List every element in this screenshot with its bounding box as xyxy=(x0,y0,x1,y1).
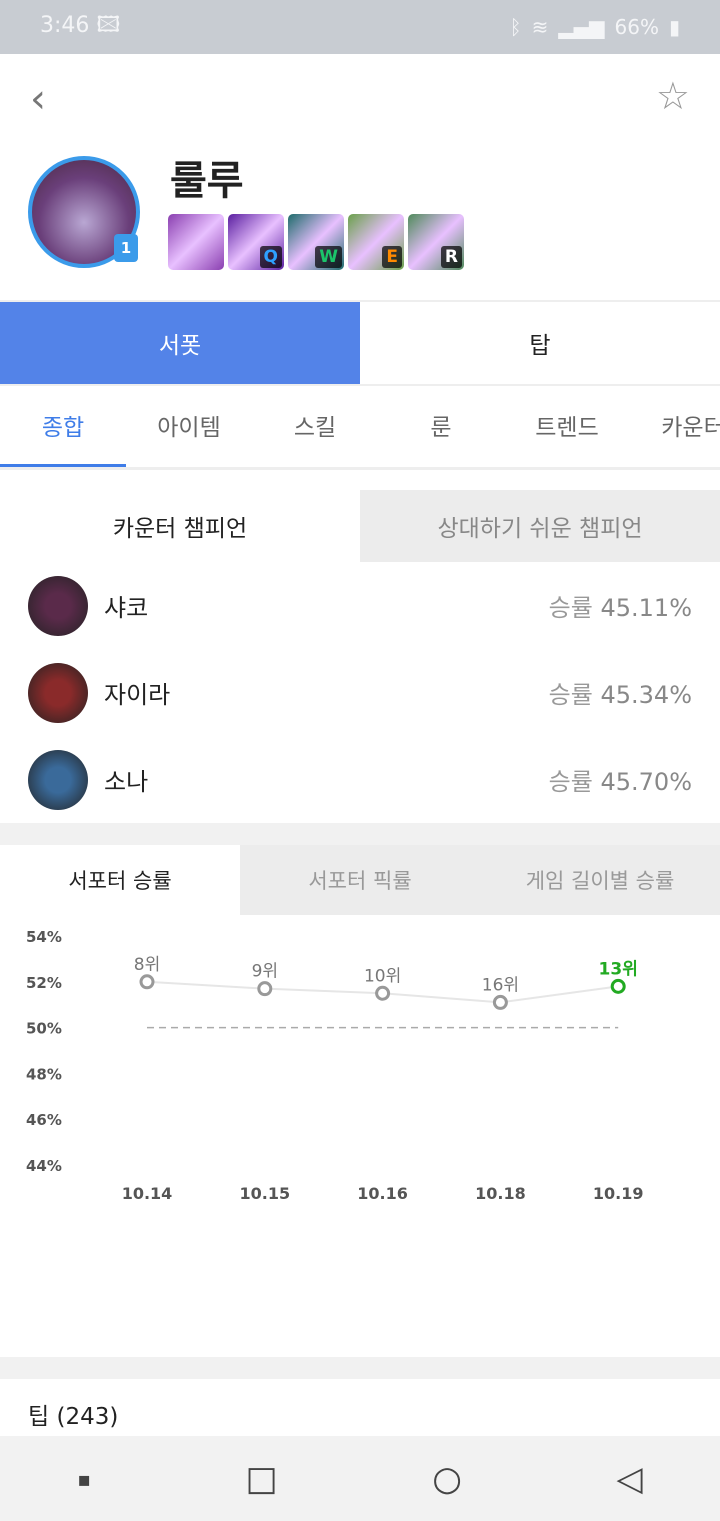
bluetooth-icon: ᛒ xyxy=(509,15,522,39)
rank-label: 8위 xyxy=(134,955,160,975)
tab-runes[interactable]: 룬 xyxy=(430,415,452,441)
y-tick-label: 50% xyxy=(26,1020,62,1038)
recent-apps-button[interactable]: ▪ xyxy=(77,1466,91,1491)
rank-label: 10위 xyxy=(364,966,401,986)
counter-name: 샤코 xyxy=(104,594,149,622)
back-button[interactable]: ‹ xyxy=(30,76,46,122)
data-point xyxy=(375,985,391,1001)
rank-label: 13위 xyxy=(599,959,638,979)
counter-row[interactable]: 소나 승률 45.70% xyxy=(0,736,720,823)
x-tick-label: 10.18 xyxy=(475,1184,526,1203)
status-bar: 3:46 🖾 ᛒ ≋ ▂▄▆ 66% ▮ xyxy=(0,0,720,54)
level-badge: 1 xyxy=(114,234,138,262)
battery-icon: ▮ xyxy=(668,15,680,39)
skill-icon-Q[interactable]: Q xyxy=(228,214,284,270)
chart-tab-winrate[interactable]: 서포터 승률 xyxy=(0,845,240,915)
data-point xyxy=(610,978,626,994)
counter-name: 자이라 xyxy=(104,681,171,709)
skill-icon-W[interactable]: W xyxy=(288,214,344,270)
skill-icon-R[interactable]: R xyxy=(408,214,464,270)
champion-avatar xyxy=(28,156,140,268)
signal-icon: ▂▄▆ xyxy=(558,15,605,39)
counter-row[interactable]: 자이라 승률 45.34% xyxy=(0,649,720,736)
tab-counter[interactable]: 카운터 xyxy=(661,415,720,441)
counter-winrate: 승률 45.34% xyxy=(548,681,692,709)
y-tick-label: 44% xyxy=(26,1157,62,1175)
tab-overview[interactable]: 종합 xyxy=(0,386,126,467)
skill-icon-passive[interactable] xyxy=(168,214,224,270)
chart-tab-game-length[interactable]: 게임 길이별 승률 xyxy=(525,869,675,893)
counter-winrate: 승률 45.11% xyxy=(548,594,692,622)
counter-winrate: 승률 45.70% xyxy=(548,768,692,796)
y-tick-label: 48% xyxy=(26,1065,62,1083)
counter-row[interactable]: 샤코 승률 45.11% xyxy=(0,562,720,649)
gallery-icon: 🖾 xyxy=(96,13,121,38)
tab-items[interactable]: 아이템 xyxy=(157,415,221,441)
counter-name: 소나 xyxy=(104,768,149,796)
overview-button[interactable]: □ xyxy=(245,1458,278,1499)
champion-avatar xyxy=(28,575,88,636)
x-tick-label: 10.16 xyxy=(357,1184,408,1203)
skill-icon-E[interactable]: E xyxy=(348,214,404,270)
tab-skills[interactable]: 스킬 xyxy=(293,415,337,441)
x-tick-label: 10.19 xyxy=(593,1184,644,1203)
battery-level: 66% xyxy=(614,15,659,39)
skill-key: W xyxy=(315,246,342,268)
skill-key: E xyxy=(382,246,402,268)
tips-header[interactable]: 팁 (243) xyxy=(28,1404,119,1430)
champion-name: 룰루 xyxy=(170,158,244,204)
rank-label: 9위 xyxy=(252,962,278,982)
home-button[interactable]: ○ xyxy=(432,1458,462,1499)
chart-tab-pickrate[interactable]: 서포터 픽률 xyxy=(308,869,412,893)
data-point xyxy=(492,994,508,1010)
wifi-icon: ≋ xyxy=(531,15,549,39)
y-tick-label: 46% xyxy=(26,1111,62,1129)
role-tab-support[interactable]: 서폿 xyxy=(0,302,360,384)
data-point xyxy=(257,981,273,997)
tab-trend[interactable]: 트렌드 xyxy=(535,415,599,441)
android-nav-bar: ▪ □ ○ ◁ xyxy=(0,1436,720,1521)
rank-label: 16위 xyxy=(482,975,519,995)
role-tab-top[interactable]: 탑 xyxy=(529,333,551,359)
clock: 3:46 xyxy=(40,13,90,38)
skill-key: Q xyxy=(259,246,282,268)
skill-key: R xyxy=(440,246,462,268)
counter-champions-tab[interactable]: 카운터 챔피언 xyxy=(112,516,248,542)
favorite-star-icon[interactable]: ☆ xyxy=(655,74,690,118)
y-tick-label: 54% xyxy=(26,928,62,946)
back-nav-button[interactable]: ◁ xyxy=(616,1458,643,1499)
champion-avatar xyxy=(28,662,88,723)
data-point xyxy=(139,974,155,990)
easy-champions-tab[interactable]: 상대하기 쉬운 챔피언 xyxy=(360,490,720,562)
x-tick-label: 10.15 xyxy=(239,1184,290,1203)
winrate-chart: 54% 52% 50% 48% 46% 44% 8위 10.14 9위 10.15 10위 10.16… xyxy=(0,915,720,1357)
x-tick-label: 10.14 xyxy=(122,1184,173,1203)
y-tick-label: 52% xyxy=(26,974,62,992)
champion-avatar xyxy=(28,749,88,810)
